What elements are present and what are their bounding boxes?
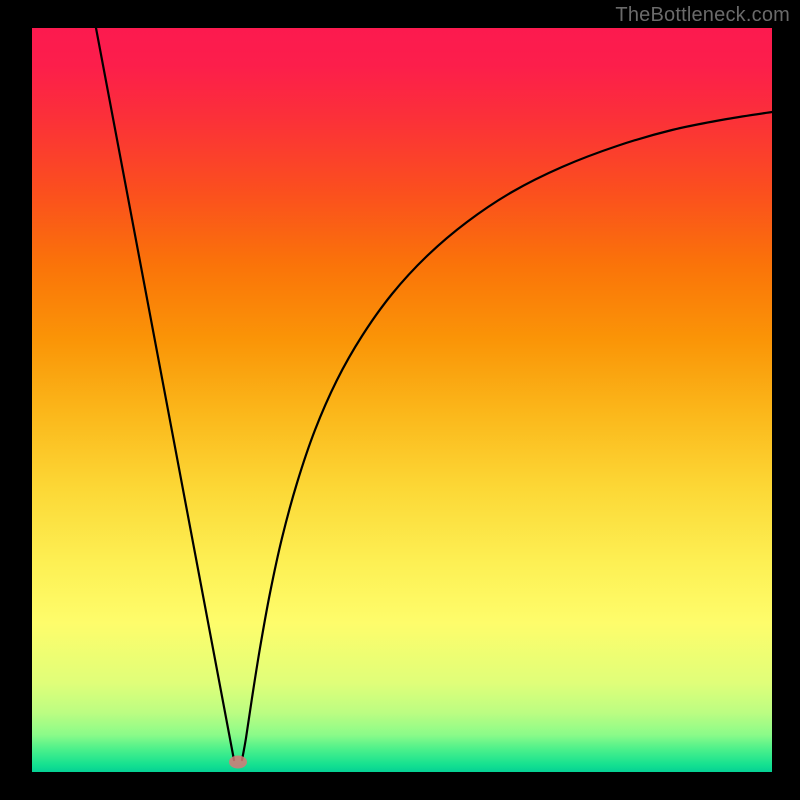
plot-area — [32, 28, 772, 772]
watermark-label: TheBottleneck.com — [615, 4, 790, 27]
gradient-background — [32, 28, 772, 772]
bottleneck-curve-chart — [32, 28, 772, 772]
chart-frame: TheBottleneck.com — [0, 0, 800, 800]
minimum-marker — [229, 756, 247, 769]
